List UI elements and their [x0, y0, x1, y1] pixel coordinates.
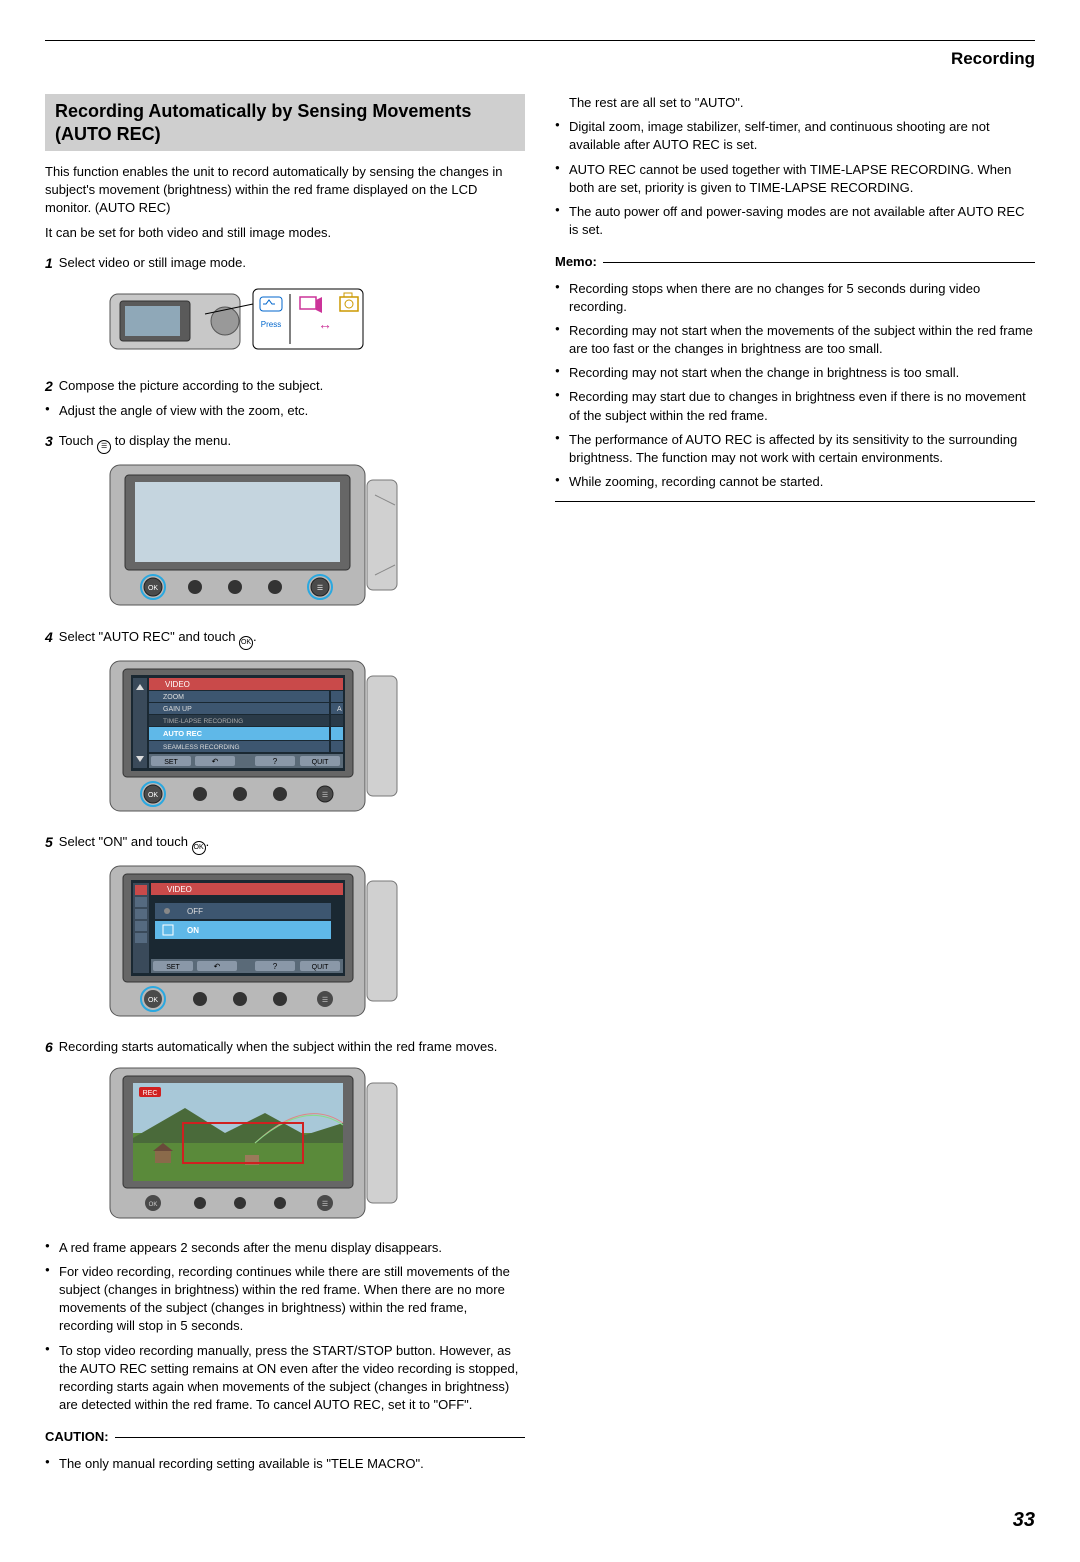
figure-auto-rec-menu: VIDEO ZOOM GAIN UP A TIME-LAPSE RECORDIN… — [105, 656, 525, 821]
svg-text:QUIT: QUIT — [312, 759, 329, 766]
step-3-text: Touch ☰ to display the menu. — [59, 432, 525, 454]
step-3: 3 Touch ☰ to display the menu. — [45, 432, 525, 454]
step-6-text: Recording starts automatically when the … — [59, 1038, 525, 1056]
post-bullet-list: A red frame appears 2 seconds after the … — [45, 1239, 525, 1415]
step-1-num: 1 — [45, 254, 53, 274]
post-bullet-3: To stop video recording manually, press … — [45, 1342, 525, 1415]
right-bullet-1: Digital zoom, image stabilizer, self-tim… — [555, 118, 1035, 154]
svg-text:?: ? — [273, 962, 278, 971]
caution-list: The only manual recording setting availa… — [45, 1455, 525, 1473]
memo-header: Memo: — [555, 253, 1035, 271]
svg-text:☰: ☰ — [322, 1201, 328, 1208]
svg-text:OK: OK — [148, 585, 158, 592]
post-bullet-1: A red frame appears 2 seconds after the … — [45, 1239, 525, 1257]
memo-label: Memo: — [555, 253, 597, 271]
memo-3: Recording may not start when the change … — [555, 364, 1035, 382]
svg-text:OK: OK — [148, 997, 158, 1004]
svg-text:GAIN UP: GAIN UP — [163, 706, 192, 713]
svg-text:ZOOM: ZOOM — [163, 694, 184, 701]
step-2-text: Compose the picture according to the sub… — [59, 377, 525, 395]
intro-text-1: This function enables the unit to record… — [45, 163, 525, 218]
step-1: 1 Select video or still image mode. — [45, 254, 525, 274]
section-title: Recording Automatically by Sensing Movem… — [45, 94, 525, 151]
svg-text:☰: ☰ — [322, 997, 328, 1004]
step-2-sublist: Adjust the angle of view with the zoom, … — [45, 402, 525, 420]
svg-text:OK: OK — [148, 792, 158, 799]
step-4-text: Select "AUTO REC" and touch OK. — [59, 628, 525, 650]
step-6: 6 Recording starts automatically when th… — [45, 1038, 525, 1058]
step-5-text: Select "ON" and touch OK. — [59, 833, 525, 855]
svg-text:A: A — [337, 706, 342, 713]
ok-icon-2: OK — [192, 841, 206, 855]
step-2-num: 2 — [45, 377, 53, 397]
page-number: 33 — [45, 1509, 1035, 1532]
chapter-title: Recording — [45, 49, 1035, 69]
right-intro: The rest are all set to "AUTO". — [569, 94, 1035, 112]
svg-text:☰: ☰ — [317, 585, 323, 592]
step-6-num: 6 — [45, 1038, 53, 1058]
memo-4: Recording may start due to changes in br… — [555, 388, 1035, 424]
right-column: The rest are all set to "AUTO". Digital … — [555, 94, 1035, 1479]
step-5-num: 5 — [45, 833, 53, 853]
svg-text:↶: ↶ — [212, 757, 219, 766]
step-1-text: Select video or still image mode. — [59, 254, 525, 272]
menu-item-off: OFF — [187, 907, 203, 916]
right-bullet-list: Digital zoom, image stabilizer, self-tim… — [555, 118, 1035, 239]
svg-text:SEAMLESS RECORDING: SEAMLESS RECORDING — [163, 744, 240, 751]
figure-mode-select: Press ↔ — [105, 279, 525, 364]
caution-label: CAUTION: — [45, 1428, 109, 1446]
step-2: 2 Compose the picture according to the s… — [45, 377, 525, 397]
caution-header: CAUTION: — [45, 1428, 525, 1446]
step-3-num: 3 — [45, 432, 53, 452]
right-bullet-3: The auto power off and power-saving mode… — [555, 203, 1035, 239]
memo-5: The performance of AUTO REC is affected … — [555, 431, 1035, 467]
figure-recording-scene: REC OK ☰ — [105, 1063, 525, 1228]
svg-text:SET: SET — [164, 759, 178, 766]
menu-item-on: ON — [187, 926, 199, 935]
svg-text:QUIT: QUIT — [312, 964, 329, 971]
memo-bottom-rule — [555, 501, 1035, 502]
rec-badge: REC — [143, 1090, 158, 1097]
left-column: Recording Automatically by Sensing Movem… — [45, 94, 525, 1479]
ok-icon: OK — [239, 636, 253, 650]
figure-on-menu: VIDEO OFF ON SET ↶ ? QUIT — [105, 861, 525, 1026]
step-4: 4 Select "AUTO REC" and touch OK. — [45, 628, 525, 650]
intro-text-2: It can be set for both video and still i… — [45, 224, 525, 242]
svg-text:?: ? — [273, 757, 278, 766]
svg-text:SET: SET — [166, 964, 180, 971]
on-menu-header: VIDEO — [167, 885, 192, 894]
svg-text:☰: ☰ — [322, 792, 328, 799]
svg-text:↶: ↶ — [214, 962, 221, 971]
mode-arrows: ↔ — [318, 316, 332, 332]
figure-menu-touch: OK ☰ — [105, 460, 525, 615]
memo-list: Recording stops when there are no change… — [555, 280, 1035, 492]
menu-header-video: VIDEO — [165, 680, 190, 689]
step-5: 5 Select "ON" and touch OK. — [45, 833, 525, 855]
memo-6: While zooming, recording cannot be start… — [555, 473, 1035, 491]
step-4-num: 4 — [45, 628, 53, 648]
top-rule — [45, 40, 1035, 41]
svg-text:TIME-LAPSE RECORDING: TIME-LAPSE RECORDING — [163, 718, 243, 725]
post-bullet-2: For video recording, recording continues… — [45, 1263, 525, 1336]
step-2-sub: Adjust the angle of view with the zoom, … — [45, 402, 525, 420]
menu-icon: ☰ — [97, 440, 111, 454]
right-bullet-2: AUTO REC cannot be used together with TI… — [555, 161, 1035, 197]
memo-2: Recording may not start when the movemen… — [555, 322, 1035, 358]
svg-text:OK: OK — [149, 1202, 158, 1208]
press-label: Press — [261, 320, 281, 329]
caution-1: The only manual recording setting availa… — [45, 1455, 525, 1473]
menu-item-auto-rec: AUTO REC — [163, 729, 203, 738]
memo-1: Recording stops when there are no change… — [555, 280, 1035, 316]
